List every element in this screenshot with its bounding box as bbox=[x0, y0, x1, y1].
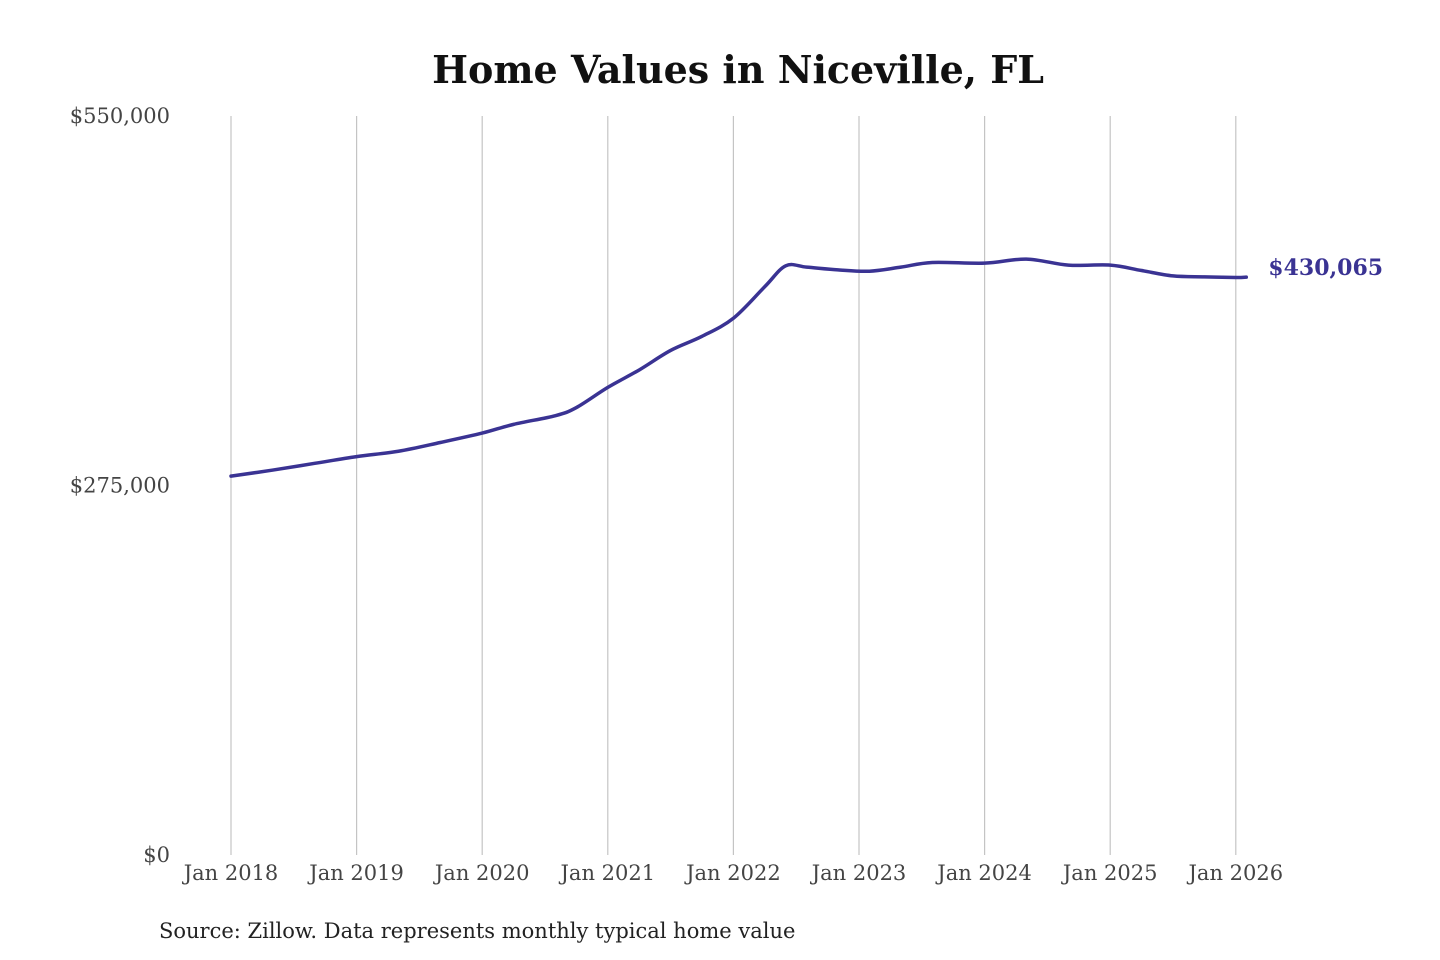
x-tick-label: Jan 2025 bbox=[1061, 861, 1158, 885]
source-note: Source: Zillow. Data represents monthly … bbox=[159, 919, 795, 943]
x-tick-label: Jan 2022 bbox=[684, 861, 781, 885]
x-tick-label: Jan 2023 bbox=[810, 861, 907, 885]
x-tick-label: Jan 2019 bbox=[307, 861, 404, 885]
y-axis: $0 $275,000 $550,000 bbox=[70, 104, 170, 867]
x-tick-label: Jan 2021 bbox=[559, 861, 656, 885]
end-value-label: $430,065 bbox=[1268, 255, 1383, 281]
chart-title: Home Values in Niceville, FL bbox=[432, 47, 1044, 92]
x-tick-label: Jan 2024 bbox=[935, 861, 1032, 885]
series-line bbox=[229, 257, 1249, 478]
y-tick-label: $275,000 bbox=[70, 474, 170, 498]
y-tick-label: $550,000 bbox=[70, 104, 170, 128]
x-tick-label: Jan 2020 bbox=[433, 861, 530, 885]
x-tick-label: Jan 2018 bbox=[182, 861, 279, 885]
gridlines bbox=[230, 116, 1237, 855]
y-tick-label: $0 bbox=[143, 843, 170, 867]
x-axis: Jan 2018 Jan 2019 Jan 2020 Jan 2021 Jan 2022… bbox=[182, 861, 1283, 885]
x-tick-label: Jan 2026 bbox=[1187, 861, 1284, 885]
